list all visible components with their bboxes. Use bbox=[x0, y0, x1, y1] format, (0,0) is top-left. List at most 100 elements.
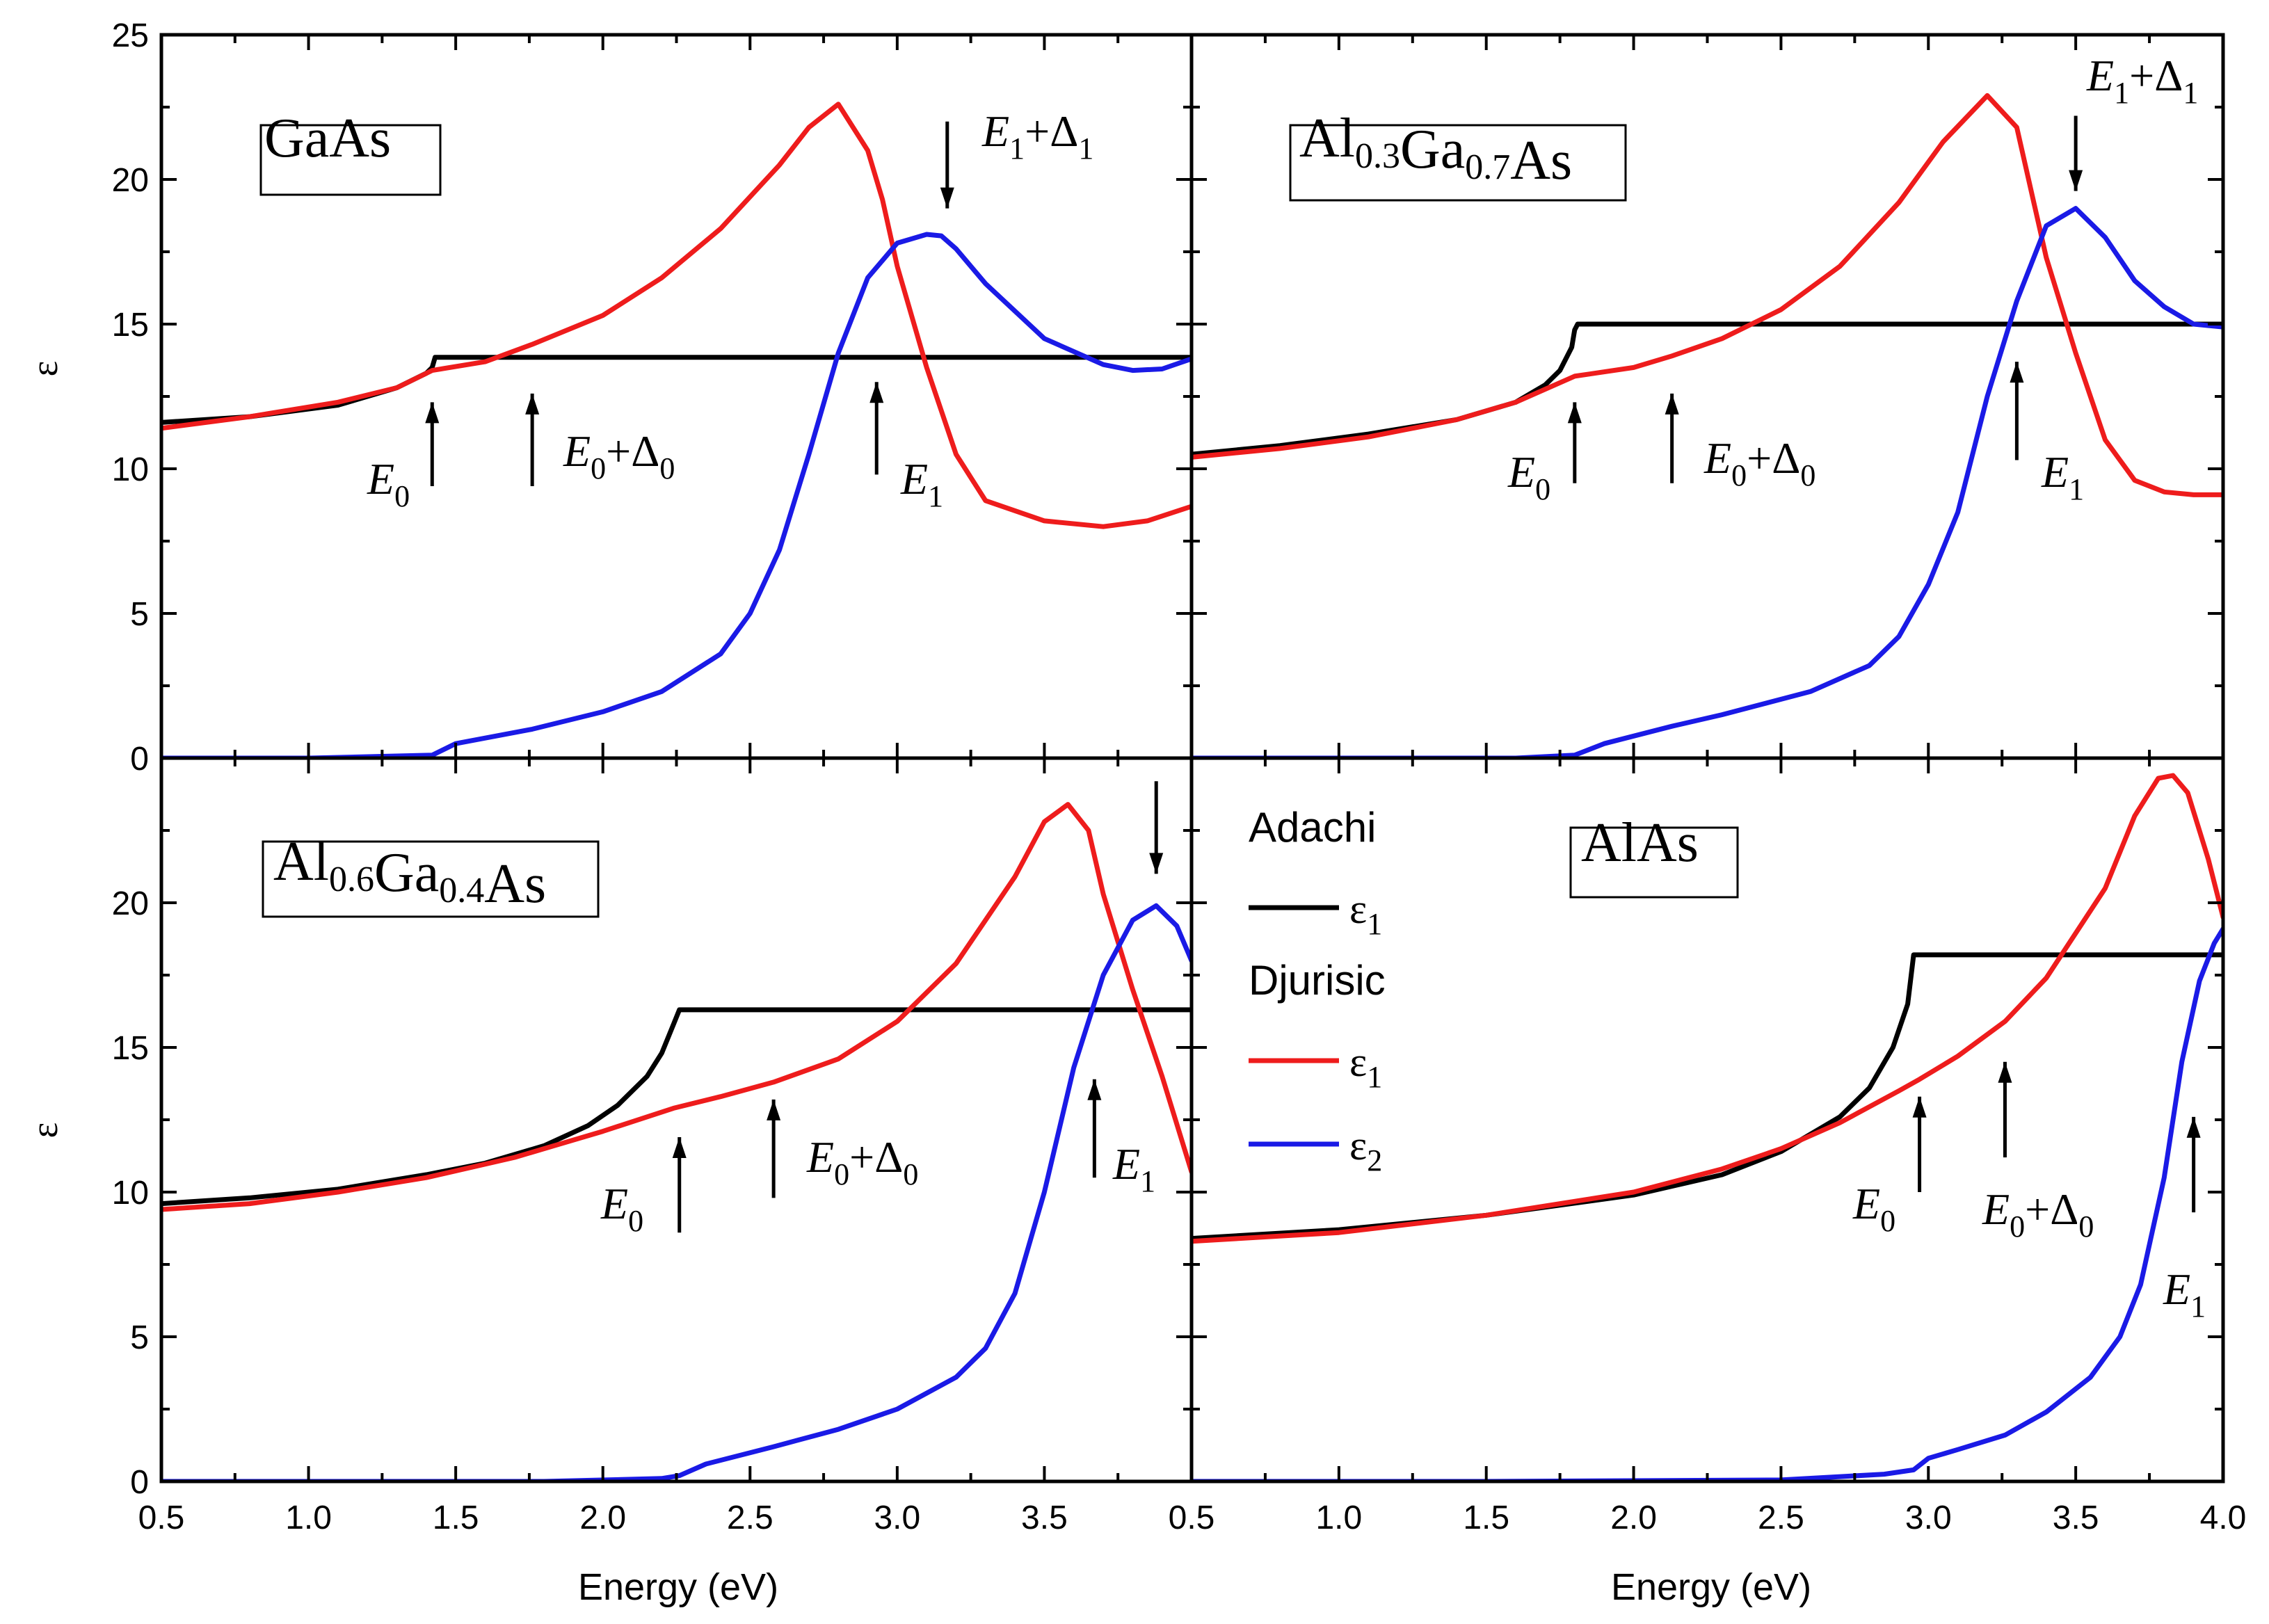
title-subscript: 0.7 bbox=[1465, 147, 1510, 187]
title-text: Ga bbox=[1400, 119, 1465, 180]
annotation-arrowhead bbox=[767, 1099, 781, 1120]
x-tick-label: 4.0 bbox=[2200, 1500, 2247, 1536]
series-line-djurisic-2-2 bbox=[1192, 206, 2223, 758]
annotation-sub: 0 bbox=[2010, 1209, 2025, 1244]
annotation-sub: 0 bbox=[628, 1204, 643, 1238]
annotation-label: E1+Δ1 bbox=[2086, 51, 2198, 110]
annotation-label: E1 bbox=[900, 454, 943, 513]
annotation-sub: 0 bbox=[1535, 472, 1550, 506]
y-tick-label: 0 bbox=[130, 741, 149, 778]
panel-title: Al0.6Ga0.4As bbox=[273, 831, 546, 915]
annotation-base: E bbox=[1703, 433, 1731, 483]
annotation-base: E bbox=[2086, 51, 2114, 100]
annotation-base: E bbox=[1852, 1179, 1880, 1228]
annotation-base: E bbox=[806, 1132, 834, 1182]
title-text: Al bbox=[273, 831, 329, 892]
annotation-extra: +Δ bbox=[1025, 106, 1078, 156]
annotation-base: E bbox=[600, 1179, 628, 1228]
title-text: Ga bbox=[374, 842, 439, 903]
legend-symbol: ε bbox=[1349, 886, 1367, 932]
panel-title-box bbox=[1569, 826, 1739, 899]
legend-group-djurisic: Djurisic bbox=[1249, 957, 1386, 1004]
series-group bbox=[1192, 93, 2223, 758]
annotation-arrowhead bbox=[1665, 393, 1679, 415]
y-tick-label: 20 bbox=[112, 885, 149, 922]
series-group bbox=[161, 802, 1192, 1481]
series-group bbox=[1192, 773, 2223, 1481]
x-tick-label: 2.0 bbox=[1610, 1500, 1657, 1536]
title-text: As bbox=[484, 853, 546, 915]
panel-title-box bbox=[1289, 124, 1627, 202]
x-tick-label: 3.0 bbox=[874, 1500, 920, 1536]
annotation-base: E bbox=[2041, 447, 2069, 497]
annotation-label: E0 bbox=[1852, 1179, 1895, 1238]
series-line-djurisic-1-1 bbox=[161, 102, 1192, 529]
y-tick-label: 5 bbox=[130, 596, 149, 633]
annotation-arrowhead bbox=[425, 402, 440, 424]
annotation-arrowhead bbox=[2069, 170, 2083, 191]
annotation-sub: 0 bbox=[1731, 458, 1747, 492]
annotation-arrowhead bbox=[2010, 362, 2024, 383]
annotation-base: E bbox=[2163, 1264, 2190, 1314]
annotation-arrowhead bbox=[1912, 1096, 1927, 1118]
y-tick-label: 20 bbox=[112, 162, 149, 199]
title-subscript: 0.6 bbox=[329, 860, 374, 899]
annotation-extra: +Δ bbox=[2129, 51, 2183, 100]
y-axis-title-top: ε bbox=[24, 361, 65, 377]
axis-labels: Energy (eV) Energy (eV) ε ε bbox=[24, 361, 1811, 1608]
annotation-arrowhead bbox=[1149, 853, 1164, 874]
series-line-djurisic-1-1 bbox=[1192, 773, 2223, 1244]
annotation-label: E0+Δ0 bbox=[1703, 433, 1815, 492]
annotation-base: E bbox=[1507, 447, 1535, 497]
series-line-djurisic-1-1 bbox=[1192, 93, 2223, 497]
annotation-sub: 1 bbox=[1009, 131, 1025, 166]
x-tick-label: 1.5 bbox=[433, 1500, 479, 1536]
annotation-base: E bbox=[563, 426, 591, 476]
x-tick-label: 3.0 bbox=[1905, 1500, 1952, 1536]
legend-subscript: 1 bbox=[1367, 1060, 1382, 1094]
title-text: AlAs bbox=[1581, 812, 1699, 874]
y-tick-label: 15 bbox=[112, 307, 149, 344]
y-tick-label: 10 bbox=[112, 451, 149, 488]
y-tick-label: 0 bbox=[130, 1464, 149, 1501]
title-text: Al bbox=[1299, 108, 1355, 169]
x-tick-label: 1.0 bbox=[1315, 1500, 1362, 1536]
annotation-label: E1+Δ1 bbox=[981, 106, 1093, 166]
x-tick-label: 0.5 bbox=[138, 1500, 185, 1536]
annotation-base: E bbox=[1112, 1139, 1140, 1189]
x-tick-label: 1.5 bbox=[1463, 1500, 1509, 1536]
legend-subscript: 2 bbox=[1367, 1143, 1382, 1177]
annotation-sub: 0 bbox=[591, 451, 606, 485]
title-subscript: 0.4 bbox=[439, 871, 484, 910]
annotation-sub: 1 bbox=[1140, 1164, 1155, 1198]
annotation-arrowhead bbox=[2186, 1116, 2201, 1138]
series-line-djurisic-2-2 bbox=[1192, 926, 2223, 1481]
annotation-label: E0+Δ0 bbox=[563, 426, 675, 485]
annotation-sub: 0 bbox=[1880, 1204, 1895, 1238]
y-axis-title-bottom: ε bbox=[24, 1123, 65, 1139]
panel-title: AlAs bbox=[1581, 812, 1699, 874]
annotation-label: E0 bbox=[600, 1179, 643, 1238]
annotation-arrowhead bbox=[525, 393, 540, 415]
annotation-label: E0+Δ0 bbox=[1982, 1184, 2094, 1244]
series-line-djurisic-1-1 bbox=[161, 802, 1192, 1212]
annotation-base: E bbox=[981, 106, 1009, 156]
x-tick-label: 1.0 bbox=[285, 1500, 332, 1536]
y-tick-label: 15 bbox=[112, 1030, 149, 1067]
annotation-sub: 0 bbox=[394, 479, 410, 513]
panel-frames bbox=[159, 33, 2225, 1484]
annotation-extra-sub: 0 bbox=[903, 1157, 918, 1191]
x-axis-title-right: Energy (eV) bbox=[1611, 1566, 1811, 1608]
panel-title: GaAs bbox=[264, 108, 391, 169]
series-line-adachi-1-0 bbox=[161, 1007, 1192, 1207]
annotation-arrowhead bbox=[1998, 1061, 2012, 1083]
annotation-label: E1 bbox=[2041, 447, 2084, 506]
x-tick-label: 2.5 bbox=[1758, 1500, 1804, 1536]
annotation-sub: 1 bbox=[2114, 76, 2129, 110]
